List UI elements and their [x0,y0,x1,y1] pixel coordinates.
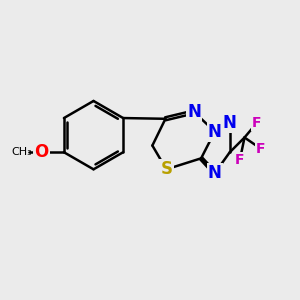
Text: S: S [160,160,172,178]
Text: N: N [208,164,222,182]
Text: N: N [223,114,237,132]
Text: O: O [34,143,49,161]
Text: F: F [235,153,244,167]
Text: N: N [208,123,222,141]
Text: CH₃: CH₃ [11,147,32,157]
Text: F: F [252,116,262,130]
Text: F: F [256,142,265,155]
Text: N: N [187,103,201,121]
